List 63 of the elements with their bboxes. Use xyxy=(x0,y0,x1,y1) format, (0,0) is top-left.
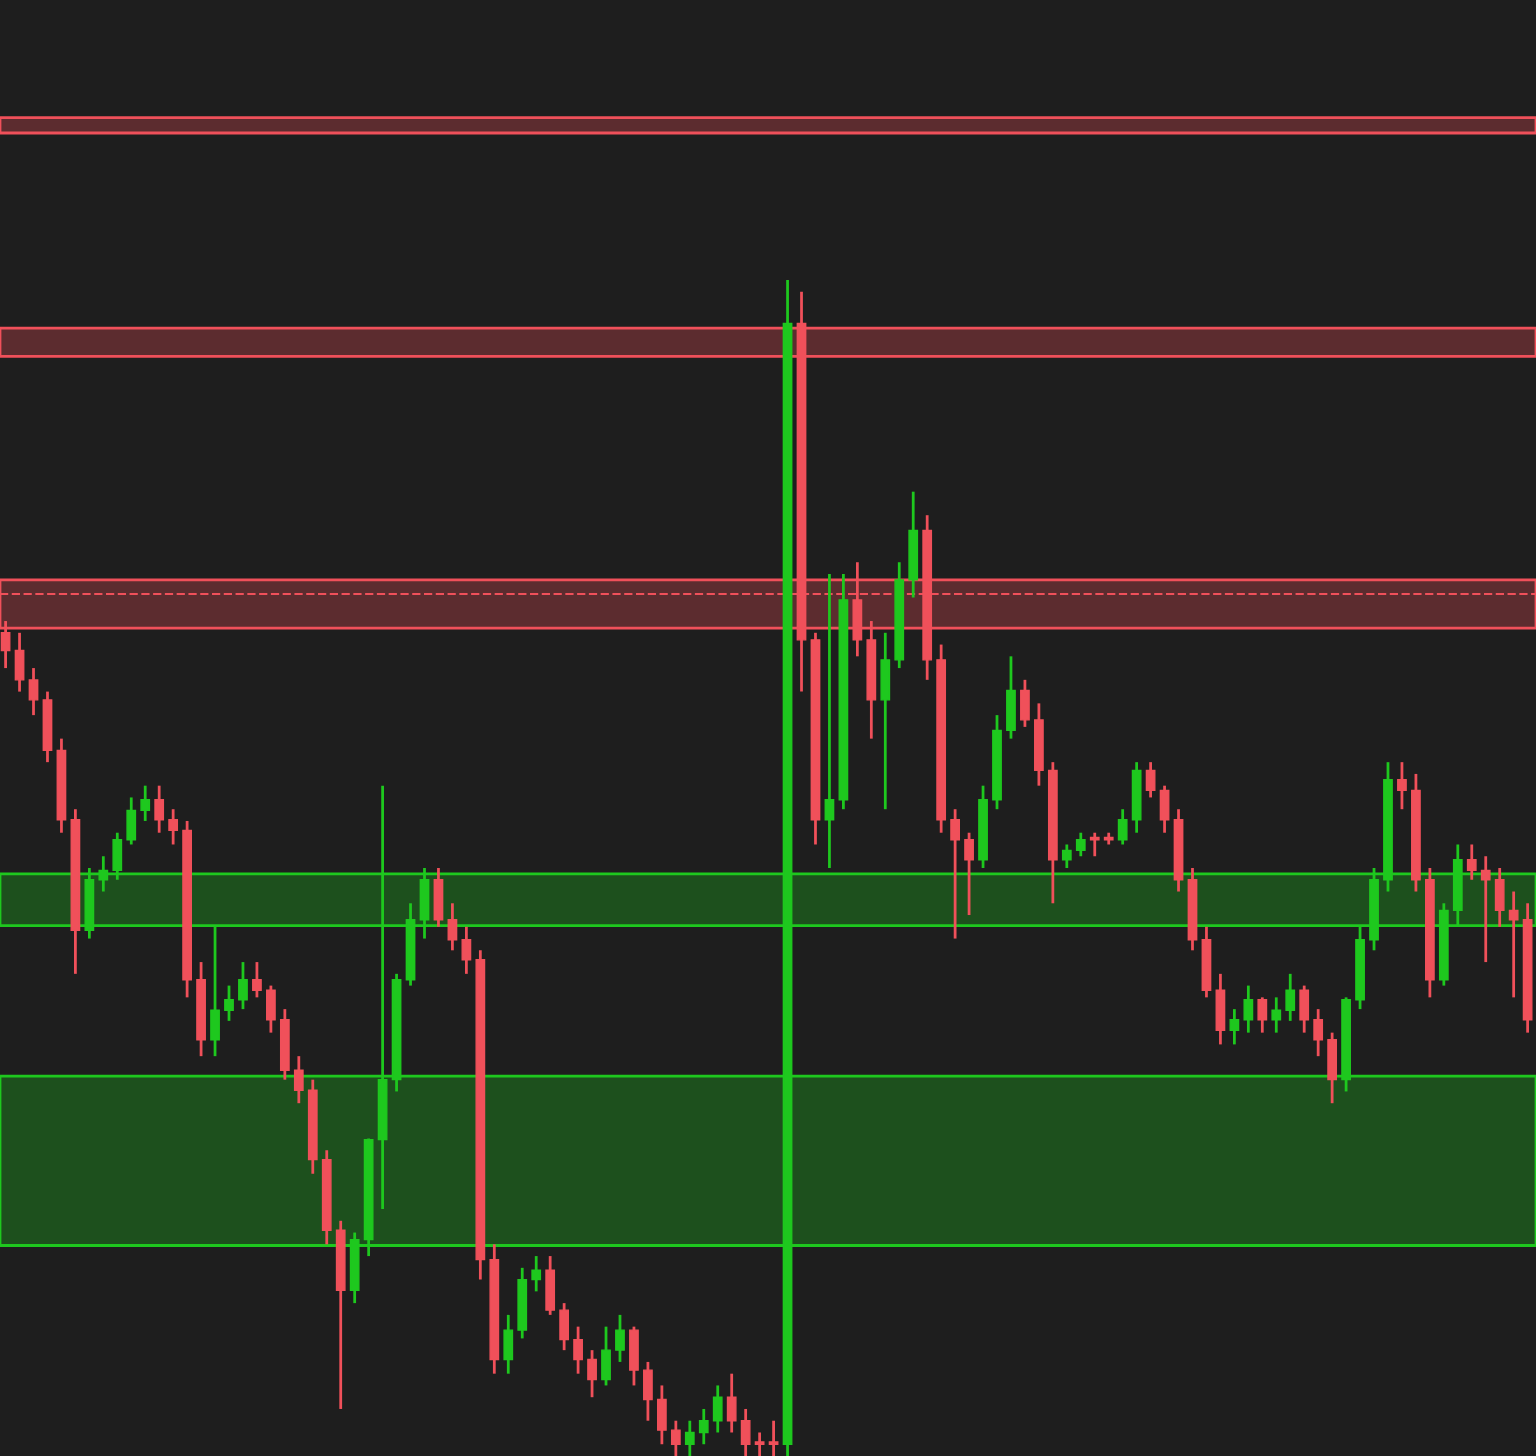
candlestick xyxy=(1494,866,1505,929)
candlestick xyxy=(1061,843,1072,870)
candlestick xyxy=(964,831,974,917)
candlestick xyxy=(1006,654,1016,741)
candlestick xyxy=(698,1407,709,1446)
candlestick xyxy=(768,1419,779,1456)
candlestick xyxy=(1215,972,1226,1046)
candlestick xyxy=(252,960,262,999)
candlestick xyxy=(1075,831,1086,858)
candlestick xyxy=(740,1407,751,1456)
candlestick xyxy=(656,1384,667,1446)
candlestick xyxy=(824,572,835,870)
candlestick xyxy=(712,1384,723,1434)
candlestick xyxy=(587,1348,597,1399)
candlestick xyxy=(1229,1007,1240,1046)
candlestick xyxy=(545,1254,556,1317)
candlestick xyxy=(1508,890,1519,999)
candlestick xyxy=(419,866,430,940)
candlestick xyxy=(266,984,276,1035)
candlestick xyxy=(112,831,123,882)
candlestick xyxy=(14,631,25,693)
candlestick xyxy=(0,619,11,670)
candlestick xyxy=(601,1325,611,1387)
candlestick xyxy=(461,925,472,976)
candlestick xyxy=(1257,995,1268,1035)
candlestick xyxy=(643,1360,653,1423)
candlestick xyxy=(1299,984,1310,1035)
candlestick xyxy=(168,807,179,846)
candlestick xyxy=(1480,854,1491,964)
candlestick xyxy=(210,925,220,1058)
candlestick xyxy=(1243,984,1254,1035)
candlestick xyxy=(754,1431,765,1456)
candlestick xyxy=(1466,843,1477,882)
candlestick xyxy=(1159,784,1170,835)
candlestick xyxy=(28,666,39,717)
candlestick xyxy=(629,1325,639,1387)
candlestick xyxy=(433,866,444,929)
candlestick xyxy=(684,1419,695,1456)
candlestick xyxy=(1020,678,1030,729)
candlestick xyxy=(238,960,248,1011)
candlestick xyxy=(615,1313,625,1364)
candlestick xyxy=(559,1301,570,1352)
candlestick xyxy=(670,1419,681,1456)
candlestick xyxy=(1285,972,1296,1023)
candlestick xyxy=(1313,1007,1324,1058)
candlestick xyxy=(1327,1031,1338,1105)
candlestick xyxy=(1397,760,1407,811)
candlestick xyxy=(293,1054,304,1105)
candlestick xyxy=(447,901,458,952)
candlestick xyxy=(1117,807,1128,846)
candlestick xyxy=(880,631,891,811)
candlestick xyxy=(98,854,109,893)
candlestick xyxy=(224,984,234,1023)
candlestick xyxy=(531,1254,542,1293)
candlestick xyxy=(126,796,137,846)
candlestick xyxy=(573,1325,583,1376)
candlestick xyxy=(154,784,165,835)
candlestick xyxy=(1145,760,1156,799)
candlestick xyxy=(503,1313,514,1376)
candlestick xyxy=(140,784,151,823)
candlestick xyxy=(950,807,960,940)
candlestick xyxy=(1271,995,1282,1035)
candlestick xyxy=(726,1372,737,1434)
